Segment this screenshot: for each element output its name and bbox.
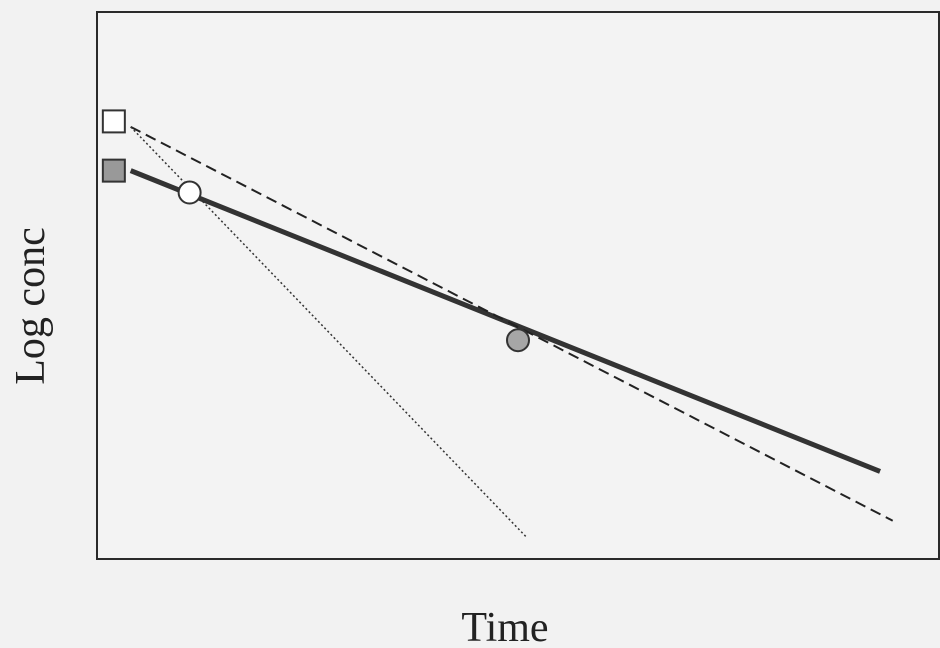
y-axis-title: Log conc [8,227,54,384]
plot-area [96,11,940,560]
marker-square-1 [101,109,126,134]
marker-circle-3 [177,180,202,205]
series-line-dashed [130,125,894,522]
series-line-solid [129,168,881,474]
x-axis-title: Time [461,605,548,648]
marker-layer [101,109,530,353]
marker-circle-4 [506,328,530,353]
marker-square-2 [101,158,126,183]
